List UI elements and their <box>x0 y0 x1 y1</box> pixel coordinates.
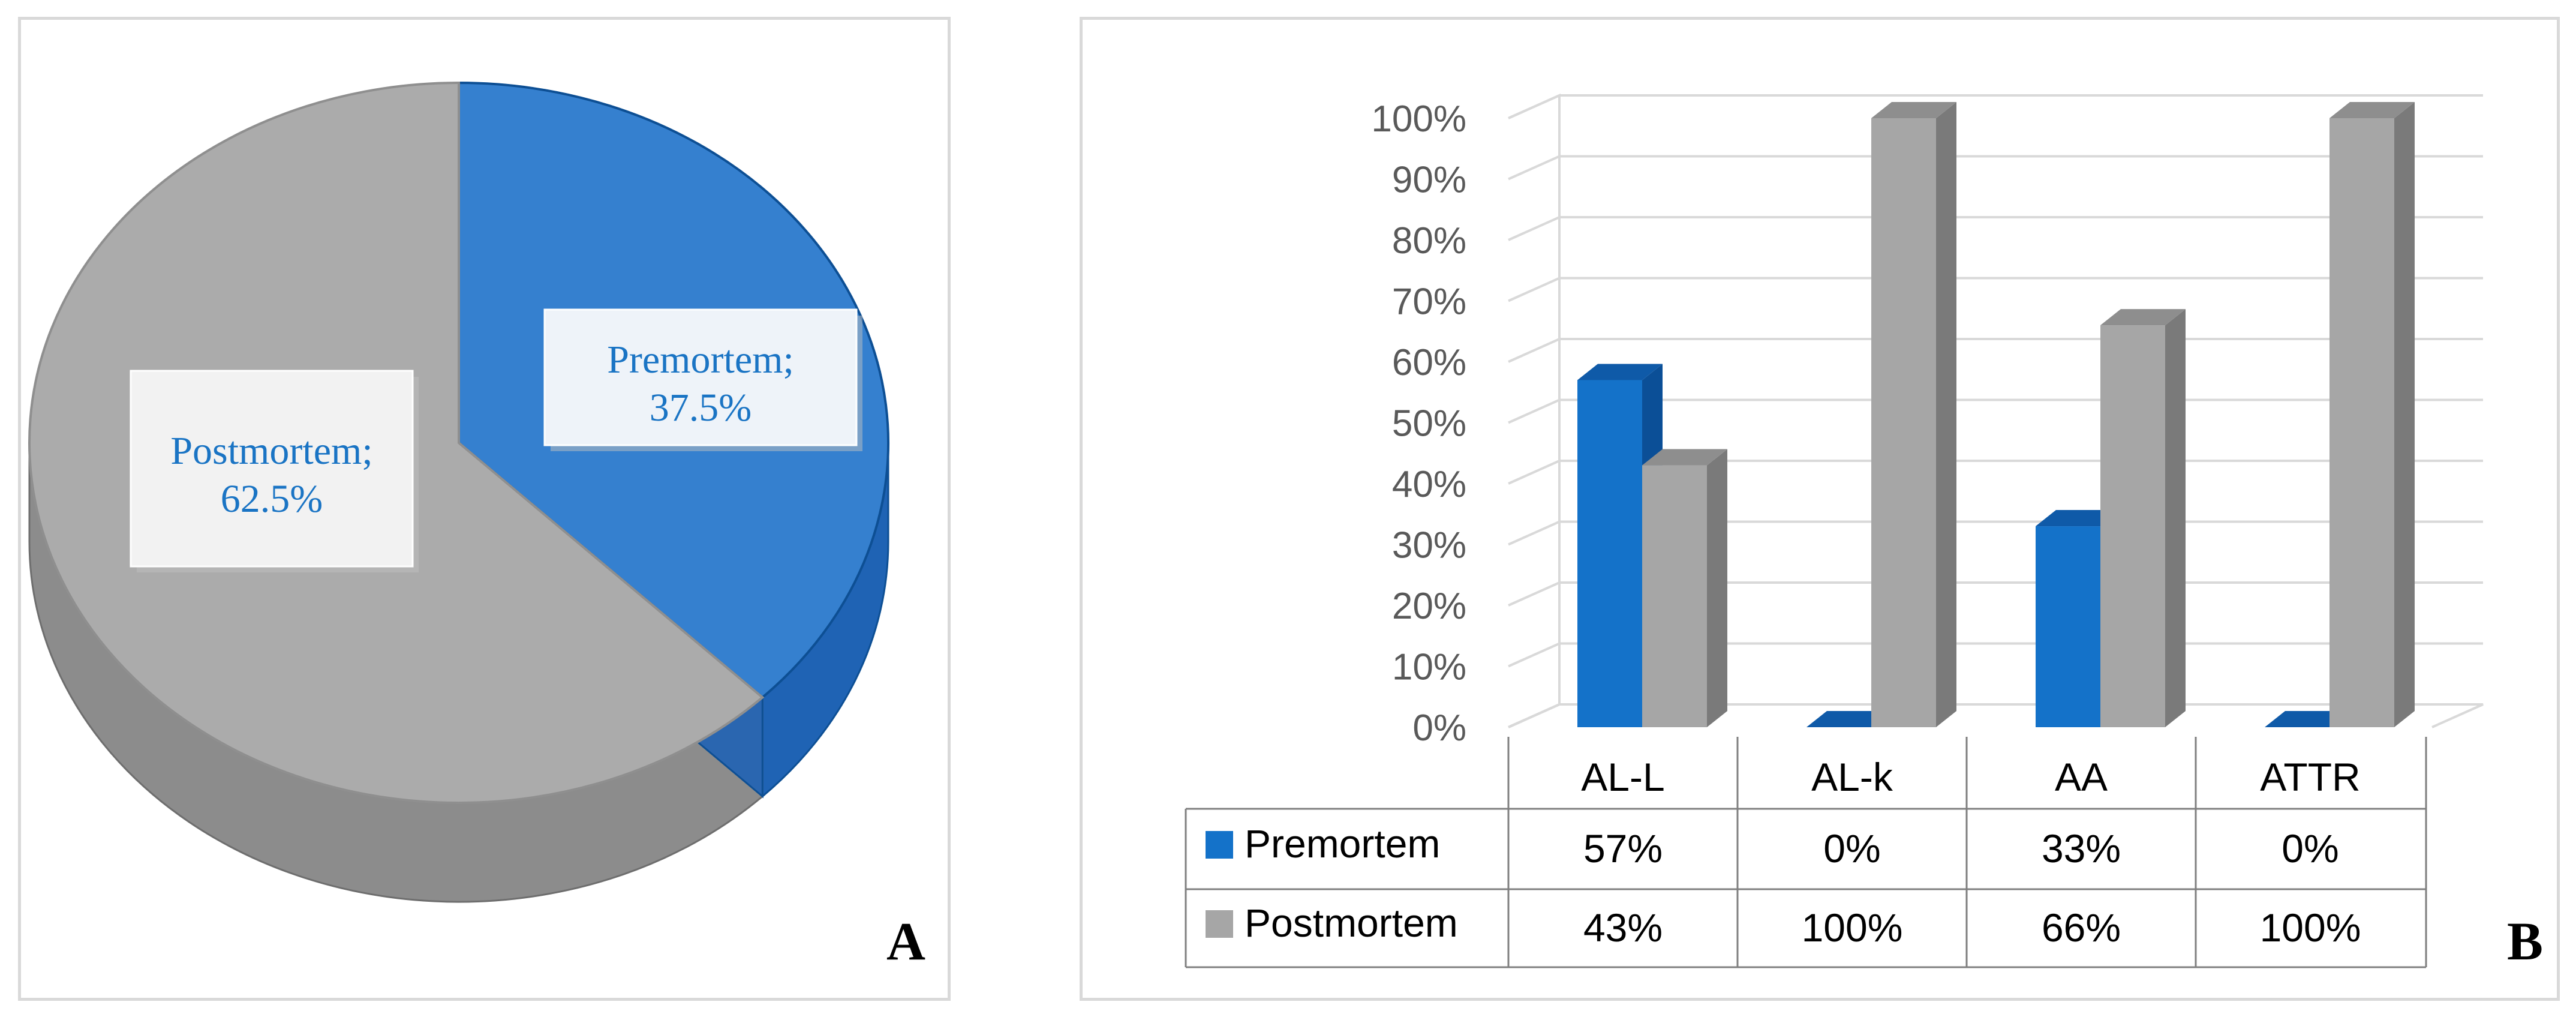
table-cell-value: 0% <box>1823 826 1880 871</box>
gridline <box>1508 155 2483 181</box>
bar-side-postmortem-aa <box>2165 309 2186 727</box>
bar-side-postmortem-al-k <box>1936 102 1956 727</box>
y-tick-label: 30% <box>1392 525 1466 566</box>
gridline <box>1508 216 2483 241</box>
bar-face-premortem-aa <box>2036 526 2100 727</box>
legend-label-premortem: Premortem <box>1245 821 1440 866</box>
panel-letter-a: A <box>886 912 925 971</box>
legend-label-postmortem: Postmortem <box>1245 901 1458 945</box>
bar-face-premortem-al-l <box>1577 380 1642 727</box>
bar-top-postmortem-al-k <box>1871 102 1956 118</box>
y-tick-label: 20% <box>1392 586 1466 627</box>
bar-face-postmortem-attr <box>2329 118 2394 727</box>
table-cell-value: 100% <box>2260 905 2361 950</box>
y-tick-label: 40% <box>1392 464 1466 505</box>
table-cell-value: 33% <box>2042 826 2121 871</box>
pie-label-name-premortem: Premortem; <box>607 338 794 382</box>
y-tick-label: 90% <box>1392 160 1466 201</box>
y-tick-label: 60% <box>1392 342 1466 383</box>
y-tick-label: 70% <box>1392 281 1466 323</box>
gridline <box>1508 277 2483 302</box>
panel-b-bar-chart <box>1080 17 2560 1001</box>
y-tick-label: 0% <box>1412 707 1466 749</box>
table-category-label: ATTR <box>2260 755 2360 799</box>
bar-chart: 0% 10% 20% 30% 40% 50% 60% 70% 80% 90% 100% AL-L AL-… <box>1185 93 2484 968</box>
legend-swatch-postmortem <box>1206 910 1233 938</box>
bar-top-postmortem-al-l <box>1642 449 1727 466</box>
table-cell-value: 100% <box>1802 905 1903 950</box>
bar-face-postmortem-al-k <box>1871 118 1936 727</box>
panel-letter-b: B <box>2507 912 2544 971</box>
table-category-label: AA <box>2055 755 2108 799</box>
table-cell-value: 43% <box>1583 905 1663 950</box>
table-cell-value: 57% <box>1583 826 1663 871</box>
bar-side-postmortem-al-l <box>1707 449 1727 727</box>
y-tick-label: 100% <box>1371 98 1466 140</box>
bar-side-postmortem-attr <box>2394 102 2415 727</box>
table-category-label: AL-L <box>1581 755 1664 799</box>
pie-label-box-premortem <box>543 308 858 446</box>
y-tick-label: 10% <box>1392 647 1466 688</box>
bar-top-premortem-al-l <box>1577 364 1663 380</box>
bar-top-postmortem-attr <box>2329 102 2415 118</box>
pie-label-value-postmortem: 62.5% <box>221 477 323 521</box>
bar-face-postmortem-aa <box>2100 325 2165 727</box>
pie-chart: Premortem;37.5% Postmortem;62.5% <box>28 82 889 903</box>
y-tick-label: 50% <box>1392 403 1466 445</box>
pie-label-box-postmortem <box>130 370 414 568</box>
table-cell-value: 66% <box>2042 905 2121 950</box>
table-category-label: AL-k <box>1811 755 1893 799</box>
pie-label-value-premortem: 37.5% <box>650 386 752 430</box>
legend-swatch-premortem <box>1206 831 1233 859</box>
table-cell-value: 0% <box>2282 826 2338 871</box>
pie-label-name-postmortem: Postmortem; <box>170 429 372 473</box>
bar-top-premortem-attr <box>2265 711 2350 727</box>
bar-top-premortem-al-k <box>1806 711 1892 727</box>
y-tick-label: 80% <box>1392 220 1466 262</box>
bar-face-postmortem-al-l <box>1642 465 1707 727</box>
bar-floor <box>1508 703 2484 728</box>
bar-top-premortem-aa <box>2036 510 2121 527</box>
gridline <box>1508 94 2483 119</box>
bar-top-postmortem-aa <box>2100 309 2186 326</box>
